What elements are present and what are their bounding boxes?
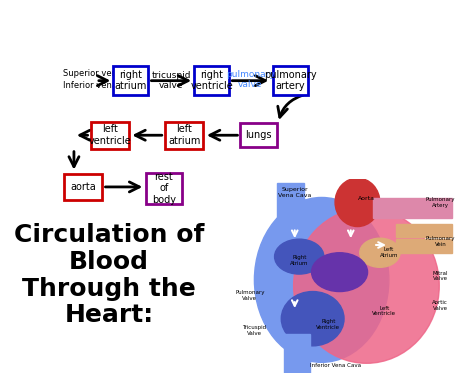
FancyBboxPatch shape <box>240 123 277 147</box>
Ellipse shape <box>293 208 439 363</box>
FancyBboxPatch shape <box>113 66 148 95</box>
Text: Superior vena cava: Superior vena cava <box>63 69 145 78</box>
FancyBboxPatch shape <box>64 174 102 200</box>
Text: Right
Ventricle: Right Ventricle <box>316 319 340 330</box>
Ellipse shape <box>335 178 380 226</box>
Bar <box>277 183 304 222</box>
Text: Circulation of
Blood
Through the
Heart:: Circulation of Blood Through the Heart: <box>14 223 204 327</box>
Text: Pulmonary
Vein: Pulmonary Vein <box>426 236 455 247</box>
Text: Left
Ventricle: Left Ventricle <box>373 305 396 316</box>
FancyBboxPatch shape <box>146 173 182 204</box>
Text: right
ventricle: right ventricle <box>191 70 233 91</box>
Text: Mitral
Valve: Mitral Valve <box>433 271 448 281</box>
FancyBboxPatch shape <box>165 122 203 149</box>
Text: Superior
Vena Cava: Superior Vena Cava <box>278 187 311 198</box>
Text: rest
of
body: rest of body <box>152 172 176 205</box>
Ellipse shape <box>311 253 367 292</box>
Text: aorta: aorta <box>70 182 96 192</box>
Ellipse shape <box>360 238 400 267</box>
FancyBboxPatch shape <box>194 66 229 95</box>
Text: Left
Atrium: Left Atrium <box>380 247 398 258</box>
FancyBboxPatch shape <box>91 122 129 149</box>
Text: pulmonary
artery: pulmonary artery <box>264 70 317 91</box>
Text: Right
Atrium: Right Atrium <box>290 255 309 266</box>
Bar <box>283 334 310 373</box>
Text: left
ventricle: left ventricle <box>89 125 131 146</box>
Text: Tricuspid
Valve: Tricuspid Valve <box>242 325 266 336</box>
Bar <box>373 198 452 218</box>
Text: tricuspid
valve: tricuspid valve <box>152 71 191 90</box>
Bar <box>396 239 452 253</box>
Text: Inferior vena cava: Inferior vena cava <box>63 81 139 90</box>
Text: Aortic
Valve: Aortic Valve <box>432 300 448 310</box>
Ellipse shape <box>274 239 324 274</box>
Text: left
atrium: left atrium <box>168 125 201 146</box>
Bar <box>396 224 452 237</box>
Text: Pulmonary
Artery: Pulmonary Artery <box>426 197 455 208</box>
Text: lungs: lungs <box>246 130 272 140</box>
Ellipse shape <box>281 292 344 346</box>
Text: Pulmonary
Valve: Pulmonary Valve <box>235 290 264 301</box>
Text: pulmonary
valve: pulmonary valve <box>226 70 274 90</box>
Ellipse shape <box>255 197 389 362</box>
FancyBboxPatch shape <box>273 66 308 95</box>
Text: Aorta: Aorta <box>358 196 375 201</box>
Text: Inferior Vena Cava: Inferior Vena Cava <box>310 363 361 368</box>
Text: right
atrium: right atrium <box>115 70 147 91</box>
